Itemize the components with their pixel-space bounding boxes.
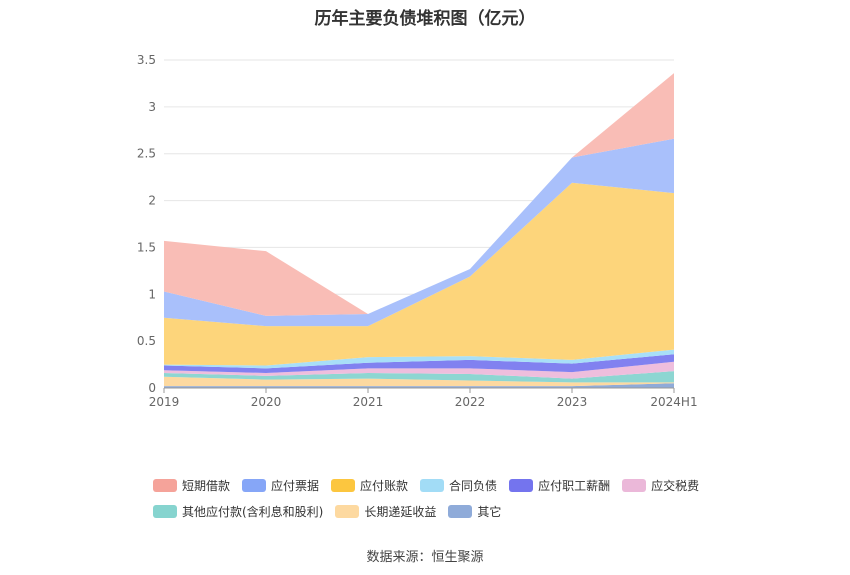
legend-item[interactable]: 短期借款	[153, 477, 230, 494]
y-tick-label: 2	[148, 194, 156, 208]
legend-swatch	[331, 478, 356, 492]
area-7	[164, 182, 674, 366]
legend-swatch	[242, 478, 267, 492]
legend-label: 长期递延收益	[364, 504, 437, 519]
area-5	[164, 354, 674, 374]
legend-item[interactable]: 其它	[448, 503, 501, 520]
legend-label: 其它	[477, 504, 502, 519]
x-tick-label: 2020	[251, 395, 282, 409]
y-tick-label: 0	[148, 381, 156, 395]
legend-swatch	[153, 504, 177, 518]
legend-item[interactable]: 长期递延收益	[335, 503, 436, 520]
legend-label: 应付账款	[360, 478, 409, 493]
legend-label: 短期借款	[182, 478, 231, 493]
legend-item[interactable]: 应付票据	[242, 477, 319, 494]
area-9	[164, 73, 674, 316]
area-2	[164, 376, 674, 387]
x-tick-label: 2021	[353, 395, 384, 409]
area-6	[164, 349, 674, 369]
data-source: 数据来源：恒生聚源	[366, 550, 484, 565]
area-1	[164, 383, 674, 388]
legend-label: 应付职工薪酬	[538, 478, 611, 493]
legend-swatch	[153, 478, 177, 492]
x-tick-label: 2019	[149, 395, 180, 409]
legend-swatch	[509, 478, 534, 492]
x-tick-label: 2022	[455, 395, 486, 409]
axes: 0 0.5 1 1.5 2 2.5 3 3.5 2019 2020 2021 2022 2023 2024…	[137, 53, 698, 409]
legend-swatch	[448, 504, 473, 518]
x-tick-label: 2023	[557, 395, 588, 409]
y-tick-label: 3.5	[137, 53, 156, 67]
legend-item[interactable]: 应付职工薪酬	[509, 477, 610, 494]
chart-title: 历年主要负债堆积图（亿元）	[314, 9, 536, 29]
legend-item[interactable]: 应交税费	[622, 477, 699, 494]
legend-swatch	[622, 478, 647, 492]
legend-row: 其他应付款(含利息和股利) 长期递延收益 其它	[153, 498, 753, 524]
stacked-area-chart: 0 0.5 1 1.5 2 2.5 3 3.5 2019 2020 2021 2022 2023 2024…	[137, 53, 698, 409]
area-series	[164, 73, 674, 388]
legend-item[interactable]: 合同负债	[420, 477, 497, 494]
area-4	[164, 361, 674, 379]
y-tick-label: 2.5	[137, 147, 156, 161]
legend: 短期借款 应付票据 应付账款 合同负债 应付职工薪酬 应交税费 其他应付款(含利息和股利)…	[153, 472, 753, 524]
x-tick-label: 2024H1	[650, 395, 697, 409]
area-8	[164, 138, 674, 327]
legend-item[interactable]: 应付账款	[331, 477, 408, 494]
area-3	[164, 371, 674, 383]
legend-label: 应付票据	[271, 478, 320, 493]
legend-item[interactable]: 其他应付款(含利息和股利)	[153, 503, 323, 520]
y-tick-label: 3	[148, 100, 156, 114]
legend-label: 应交税费	[651, 478, 700, 493]
y-tick-label: 1	[148, 287, 156, 301]
legend-label: 合同负债	[449, 478, 498, 493]
legend-swatch	[420, 478, 445, 492]
y-tick-label: 1.5	[137, 240, 156, 254]
legend-swatch	[335, 504, 360, 518]
y-tick-label: 0.5	[137, 334, 156, 348]
legend-row: 短期借款 应付票据 应付账款 合同负债 应付职工薪酬 应交税费	[153, 472, 753, 498]
legend-label: 其他应付款(含利息和股利)	[182, 504, 324, 519]
